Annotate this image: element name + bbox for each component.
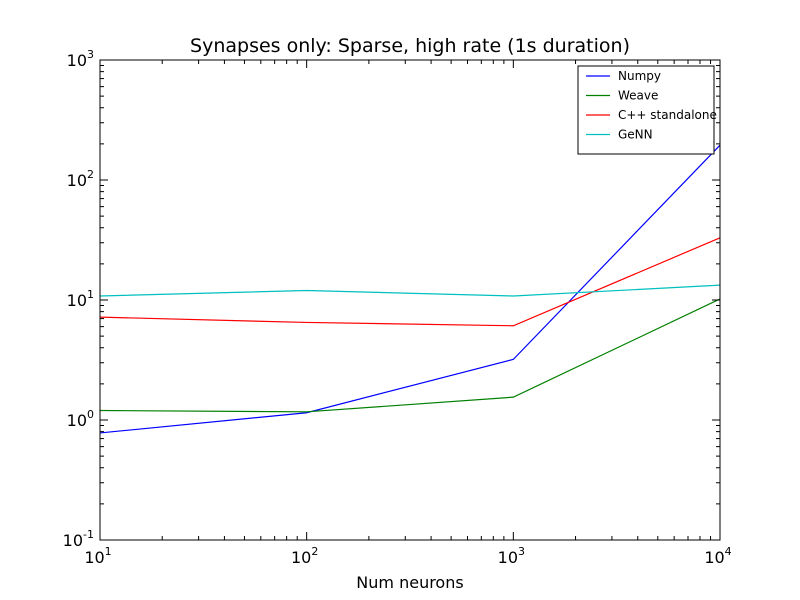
x-tick-label: 104	[704, 545, 731, 567]
x-axis-label: Num neurons	[356, 573, 463, 592]
y-tick-label: 101	[67, 288, 94, 310]
y-tick-label: 102	[67, 168, 94, 190]
x-tick-label: 101	[84, 545, 111, 567]
series-line-c-standalone	[99, 237, 721, 327]
legend-box	[577, 65, 715, 155]
chart-title: Synapses only: Sparse, high rate (1s dur…	[190, 35, 630, 57]
y-tick-label: 10-1	[63, 528, 94, 550]
series-line-genn	[99, 284, 721, 297]
series-group	[99, 144, 721, 434]
y-tick-label: 100	[67, 408, 94, 430]
x-tick-label: 102	[291, 545, 318, 567]
legend-label: Weave	[618, 89, 658, 103]
ticks-group: 101 102 103 104 10-1 100 101 102 103	[63, 48, 732, 567]
series-line-weave	[99, 298, 721, 413]
legend-label: Numpy	[618, 69, 661, 83]
legend-label: GeNN	[618, 128, 653, 142]
plot-frame	[99, 59, 721, 541]
series-line-numpy	[99, 144, 721, 434]
legend-label: C++ standalone	[618, 108, 717, 122]
x-tick-label: 103	[498, 545, 525, 567]
y-tick-label: 103	[67, 48, 94, 70]
legend: Numpy Weave C++ standalone GeNN	[577, 65, 717, 155]
